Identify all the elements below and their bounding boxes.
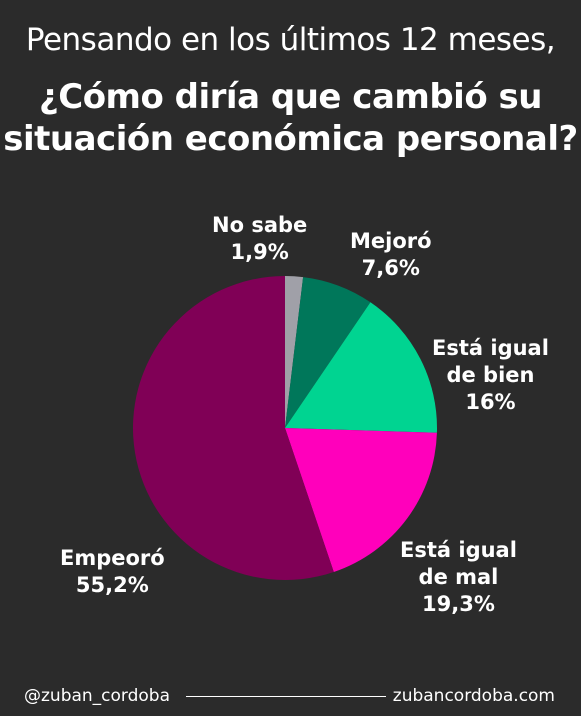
footer-website[interactable]: zubancordoba.com (392, 686, 555, 706)
label-mejoro-name: Mejoró (350, 229, 432, 253)
label-no-sabe-name: No sabe (212, 213, 308, 237)
label-igual-bien-value: 16% (465, 390, 516, 414)
chart-subtitle: Pensando en los últimos 12 meses, (25, 22, 556, 58)
label-igual-bien-line1: Está igual (432, 336, 549, 360)
pie-slice-igual-bien (285, 302, 437, 433)
label-igual-mal-line1: Está igual (400, 538, 517, 562)
label-igual-mal-line2: de mal (418, 565, 499, 589)
label-igual-bien: Está igual de bien 16% (432, 335, 549, 416)
pie-slice-mejoro (285, 277, 371, 428)
label-mejoro: Mejoró 7,6% (350, 228, 432, 282)
footer-handle[interactable]: @zuban_cordoba (24, 686, 171, 706)
pie-slice-no-sabe (285, 276, 304, 428)
pie-slice-igual-mal (285, 428, 437, 572)
label-igual-mal-value: 19,3% (422, 592, 495, 616)
label-empeoro-value: 55,2% (75, 573, 149, 597)
chart-title-line1: ¿Cómo diría que cambió su (39, 77, 542, 117)
label-no-sabe: No sabe 1,9% (212, 212, 307, 266)
label-empeoro: Empeoró 55,2% (60, 545, 165, 599)
label-igual-bien-line2: de bien (446, 363, 535, 387)
pie-slice-empeoro (132, 276, 334, 580)
chart-title-line2: situación económica personal? (3, 119, 578, 159)
label-empeoro-name: Empeoró (60, 546, 165, 570)
footer-divider (186, 696, 386, 697)
label-mejoro-value: 7,6% (361, 256, 420, 280)
chart-title: ¿Cómo diría que cambió su situación econ… (0, 76, 581, 160)
label-no-sabe-value: 1,9% (230, 240, 289, 264)
label-igual-mal: Está igual de mal 19,3% (400, 537, 517, 618)
